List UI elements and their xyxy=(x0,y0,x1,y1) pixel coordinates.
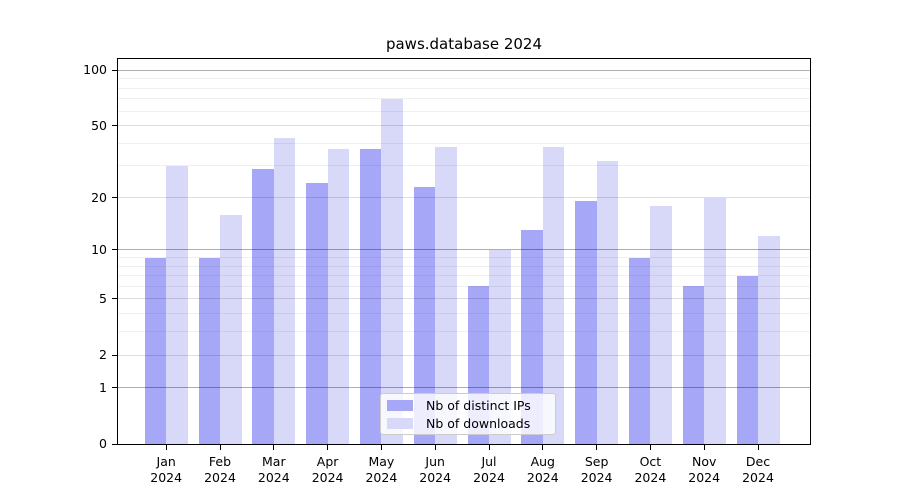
y-tick-label: 50 xyxy=(91,117,107,133)
x-tick-label: Jul 2024 xyxy=(473,454,505,485)
gridline xyxy=(118,110,810,112)
bar-distinct-ips xyxy=(144,257,167,444)
gridline xyxy=(118,313,810,315)
gridline xyxy=(118,142,810,144)
gridline xyxy=(118,354,810,356)
y-tick xyxy=(112,298,117,300)
bar-downloads xyxy=(596,160,619,444)
legend-label-ips: Nb of distinct IPs xyxy=(426,397,531,413)
x-tick-label: Mar 2024 xyxy=(257,454,290,485)
bar-downloads xyxy=(704,197,726,444)
y-tick-label: 20 xyxy=(91,189,107,205)
y-tick-label: 5 xyxy=(99,290,107,306)
bar-downloads xyxy=(166,165,188,444)
x-tick-label: Aug 2024 xyxy=(526,454,559,485)
x-tick-label: Dec 2024 xyxy=(742,454,774,485)
x-tick-label: Oct 2024 xyxy=(634,454,667,485)
bar-distinct-ips xyxy=(306,183,328,444)
legend-swatch-ips xyxy=(387,399,413,411)
gridline xyxy=(118,387,810,389)
bar-downloads xyxy=(542,147,565,444)
legend-swatch-downloads xyxy=(387,417,413,429)
bar-distinct-ips xyxy=(413,186,436,444)
x-tick xyxy=(488,445,490,450)
legend-entry-downloads: Nb of downloads xyxy=(387,415,549,431)
x-tick-label: Nov 2024 xyxy=(688,454,721,485)
legend-label-downloads: Nb of downloads xyxy=(426,415,531,431)
gridline xyxy=(118,298,810,300)
bar-distinct-ips xyxy=(521,230,543,444)
y-tick xyxy=(112,69,117,71)
x-tick xyxy=(649,445,651,450)
x-tick xyxy=(380,445,382,450)
y-axis: 0 1 2 5 10 20 50 100 xyxy=(0,58,107,451)
x-tick-label: Jun 2024 xyxy=(419,454,452,485)
bar-downloads xyxy=(758,236,780,444)
x-tick xyxy=(596,445,598,450)
x-tick-label: Apr 2024 xyxy=(311,454,344,485)
bar-downloads xyxy=(220,214,242,444)
gridline xyxy=(118,165,810,167)
gridline xyxy=(118,257,810,259)
gridline xyxy=(118,98,810,100)
bar-distinct-ips xyxy=(575,201,597,444)
gridline xyxy=(118,285,810,287)
x-tick xyxy=(327,445,329,450)
y-tick-label: 1 xyxy=(99,379,107,395)
gridline xyxy=(118,331,810,333)
legend: Nb of distinct IPs Nb of downloads xyxy=(380,393,556,435)
x-tick xyxy=(219,445,221,450)
bar-distinct-ips xyxy=(682,286,705,444)
chart-title: paws.database 2024 xyxy=(385,35,543,53)
x-tick xyxy=(757,445,759,450)
bar-downloads xyxy=(650,205,672,444)
y-tick xyxy=(112,387,117,389)
x-tick xyxy=(703,445,705,450)
gridline xyxy=(118,197,810,198)
plot-area: Nb of distinct IPs Nb of downloads xyxy=(112,58,811,450)
gridline xyxy=(118,78,810,80)
x-tick-label: May 2024 xyxy=(365,454,398,485)
bar-downloads xyxy=(435,147,457,444)
gridline xyxy=(118,69,810,71)
legend-entry-ips: Nb of distinct IPs xyxy=(387,397,549,413)
bar-downloads xyxy=(327,149,350,444)
x-tick-label: Sep 2024 xyxy=(580,454,613,485)
gridline xyxy=(118,275,810,277)
y-tick-label: 0 xyxy=(99,436,107,451)
y-tick-label: 10 xyxy=(91,241,107,257)
bar-distinct-ips xyxy=(628,257,651,444)
x-tick xyxy=(165,445,167,450)
bar-distinct-ips xyxy=(736,275,758,444)
y-tick xyxy=(112,197,117,198)
bar-distinct-ips xyxy=(252,168,274,444)
x-tick xyxy=(434,445,436,450)
y-tick-label: 100 xyxy=(83,62,107,78)
y-tick xyxy=(112,354,117,356)
bar-downloads xyxy=(273,137,296,444)
x-tick-label: Jan 2024 xyxy=(150,454,183,485)
gridline xyxy=(118,249,810,251)
gridline xyxy=(118,87,810,89)
x-tick xyxy=(542,445,544,450)
y-tick xyxy=(112,249,117,251)
x-tick-label: Feb 2024 xyxy=(204,454,236,485)
bar-downloads xyxy=(381,98,403,444)
gridline xyxy=(118,265,810,267)
bar-distinct-ips xyxy=(359,149,382,444)
x-tick xyxy=(273,445,275,450)
y-tick xyxy=(112,443,117,445)
bar-distinct-ips xyxy=(198,257,220,444)
x-axis: Jan 2024 Feb 2024 Mar 2024 Apr 2024 May 2024… xyxy=(117,450,811,492)
gridline xyxy=(118,125,810,127)
y-tick xyxy=(112,125,117,127)
y-tick-label: 2 xyxy=(99,347,107,362)
